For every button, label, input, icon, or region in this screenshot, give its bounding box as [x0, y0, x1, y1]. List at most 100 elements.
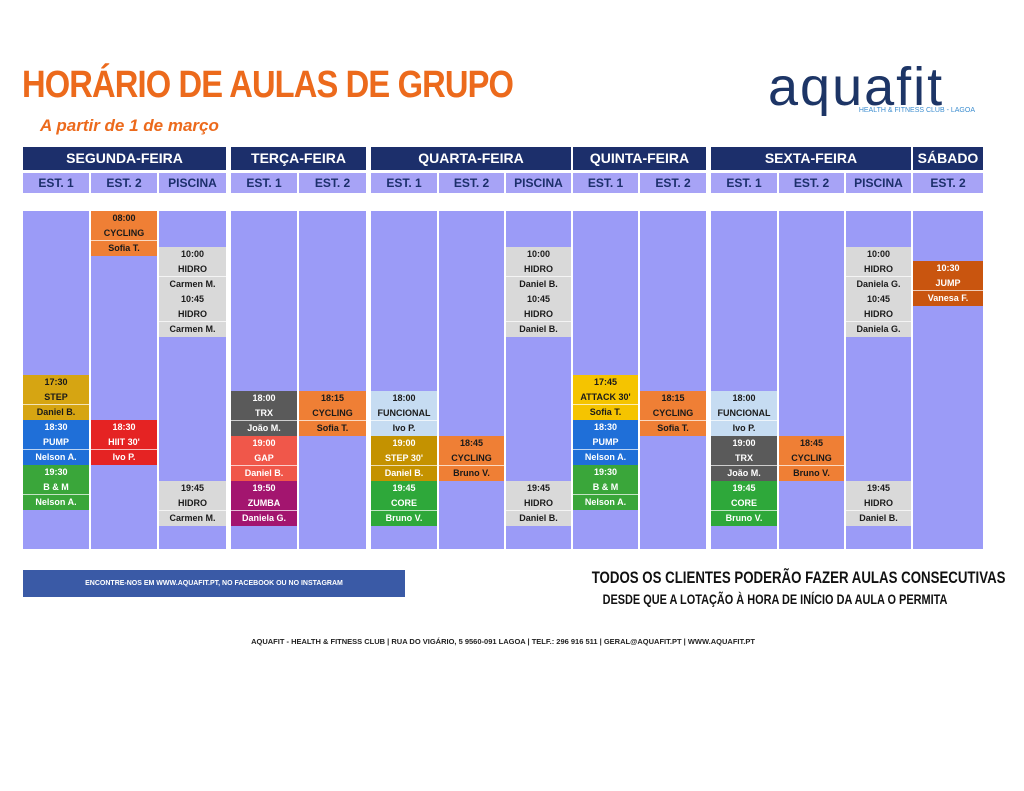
class-name: FUNCIONAL: [717, 407, 771, 418]
column-body: [640, 211, 706, 549]
class-name: B & M: [43, 481, 69, 492]
class-name: CYCLING: [312, 407, 353, 418]
class-time: 19:30: [44, 467, 68, 477]
column-body: [439, 211, 504, 549]
address: AQUAFIT - HEALTH & FITNESS CLUB | RUA DO…: [251, 637, 755, 646]
class-instructor: Daniel B.: [846, 510, 911, 526]
class-time: 10:30: [936, 263, 960, 273]
class-time: 18:45: [459, 438, 484, 448]
class-instructor: João M.: [231, 420, 297, 436]
class-instructor: Sofia T.: [91, 240, 157, 256]
class-block: 19:30 B & M Nelson A.: [573, 465, 638, 510]
class-name: CORE: [730, 497, 757, 508]
class-block: 17:30 STEP Daniel B.: [23, 375, 89, 420]
class-time: 19:45: [526, 483, 551, 493]
class-block: 18:00 FUNCIONAL Ivo P.: [371, 391, 437, 436]
class-time: 17:30: [44, 377, 68, 387]
class-block: 18:30 PUMP Nelson A.: [573, 420, 638, 465]
class-name: ATTACK 30': [580, 391, 631, 402]
class-instructor: Daniel B.: [371, 465, 437, 481]
column-header: EST. 2: [91, 173, 157, 193]
class-instructor: Nelson A.: [23, 494, 89, 510]
column-header: EST. 2: [779, 173, 844, 193]
class-name: HIDRO: [864, 263, 893, 274]
class-time: 19:45: [866, 483, 891, 493]
class-name: HIDRO: [864, 497, 893, 508]
class-block: 18:15 CYCLING Sofia T.: [299, 391, 366, 436]
social-banner: ENCONTRE-NOS EM WWW.AQUAFIT.PT, NO FACEB…: [23, 570, 405, 597]
class-instructor: Carmen M.: [159, 276, 226, 292]
class-name: B & M: [592, 481, 619, 492]
class-time: 18:00: [732, 393, 756, 403]
column-header: EST. 1: [711, 173, 777, 193]
day-header: SEXTA-FEIRA: [711, 147, 911, 170]
class-block: 19:00 TRX João M.: [711, 436, 777, 481]
column-header: EST. 2: [439, 173, 504, 193]
class-instructor: Daniela G.: [846, 276, 911, 292]
day-header: QUARTA-FEIRA: [371, 147, 571, 170]
class-time: 10:45: [866, 294, 891, 304]
class-time: 10:45: [180, 294, 205, 304]
class-instructor: Nelson A.: [23, 449, 89, 465]
class-instructor: Daniela G.: [846, 321, 911, 337]
logo-tagline: HEALTH & FITNESS CLUB - LAGOA: [858, 107, 975, 114]
class-instructor: Sofia T.: [640, 420, 706, 436]
class-time: 18:30: [44, 422, 68, 432]
class-name: TRX: [255, 407, 273, 418]
class-instructor: Nelson A.: [573, 449, 638, 465]
class-instructor: Sofia T.: [573, 404, 638, 420]
day-header: SEGUNDA-FEIRA: [23, 147, 226, 170]
class-instructor: Bruno V.: [439, 465, 504, 481]
column-header: EST. 1: [231, 173, 297, 193]
class-block: 19:00 GAP Daniel B.: [231, 436, 297, 481]
notice: TODOS OS CLIENTES PODERÃO FAZER AULAS CO…: [591, 568, 1006, 587]
class-block: 19:45 HIDRO Daniel B.: [846, 481, 911, 526]
class-name: CORE: [390, 497, 417, 508]
class-time: 18:30: [593, 422, 618, 432]
class-time: 10:00: [180, 249, 205, 259]
class-name: CYCLING: [791, 452, 832, 463]
class-name: HIDRO: [864, 308, 893, 319]
class-time: 19:00: [252, 438, 276, 448]
class-name: STEP 30': [385, 452, 423, 463]
class-block: 18:30 PUMP Nelson A.: [23, 420, 89, 465]
notice: DESDE QUE A LOTAÇÃO À HORA DE INÍCIO DA …: [602, 591, 948, 607]
class-block: 10:45 HIDRO Carmen M.: [159, 292, 226, 337]
class-block: 10:00 HIDRO Daniela G.: [846, 247, 911, 292]
class-block: 10:45 HIDRO Daniel B.: [506, 292, 571, 337]
day-header: SÁBADO: [913, 147, 983, 170]
class-time: 19:00: [732, 438, 756, 448]
column-header: PISCINA: [846, 173, 911, 193]
subtitle: A partir de 1 de março: [40, 116, 219, 135]
class-name: CYCLING: [103, 227, 145, 238]
class-instructor: Nelson A.: [573, 494, 638, 510]
class-block: 19:45 HIDRO Carmen M.: [159, 481, 226, 526]
class-name: STEP: [44, 391, 68, 402]
class-name: PUMP: [592, 436, 619, 447]
class-instructor: Daniel B.: [506, 510, 571, 526]
column-header: EST. 2: [913, 173, 983, 193]
class-block: 18:15 CYCLING Sofia T.: [640, 391, 706, 436]
class-instructor: João M.: [711, 465, 777, 481]
column-body: [779, 211, 844, 549]
class-instructor: Ivo P.: [91, 449, 157, 465]
class-block: 19:45 CORE Bruno V.: [711, 481, 777, 526]
class-time: 18:15: [320, 393, 345, 403]
class-name: GAP: [254, 452, 274, 463]
class-time: 19:45: [392, 483, 416, 493]
column-header: EST. 1: [23, 173, 89, 193]
class-time: 08:00: [112, 213, 136, 223]
class-block: 08:00 CYCLING Sofia T.: [91, 211, 157, 256]
class-instructor: Bruno V.: [371, 510, 437, 526]
class-block: 10:30 JUMP Vanesa F.: [913, 261, 983, 306]
class-instructor: Vanesa F.: [913, 290, 983, 306]
column-header: EST. 2: [299, 173, 366, 193]
column-header: PISCINA: [506, 173, 571, 193]
class-block: 18:30 HIIT 30' Ivo P.: [91, 420, 157, 465]
class-block: 10:00 HIDRO Daniel B.: [506, 247, 571, 292]
class-block: 19:50 ZUMBA Daniela G.: [231, 481, 297, 526]
class-name: TRX: [735, 452, 753, 463]
class-name: JUMP: [935, 277, 961, 288]
class-block: 19:45 CORE Bruno V.: [371, 481, 437, 526]
class-block: 19:45 HIDRO Daniel B.: [506, 481, 571, 526]
